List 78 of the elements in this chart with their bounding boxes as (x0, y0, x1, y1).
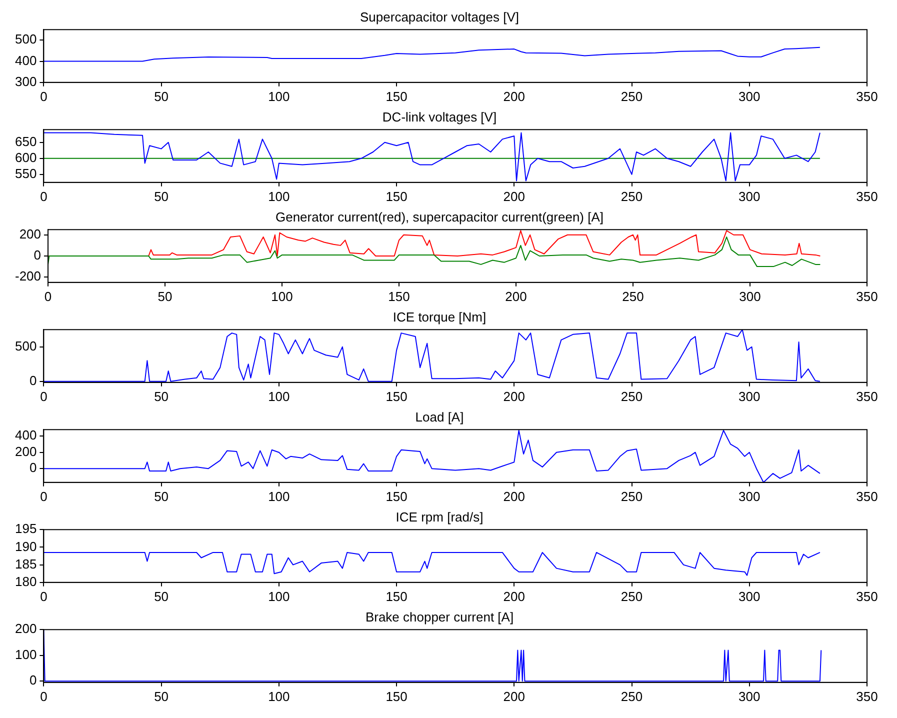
y-tick-label: 0 (34, 248, 42, 263)
x-tick-label: 250 (622, 288, 644, 304)
y-tick-label: 200 (19, 226, 42, 242)
x-tick-label: 350 (856, 388, 878, 404)
x-tick-label: 50 (154, 488, 169, 504)
y-tick-label: 185 (14, 556, 37, 572)
y-tick-label: 0 (29, 460, 37, 476)
x-tick-label: 100 (268, 388, 290, 404)
x-tick-label: 150 (388, 288, 410, 304)
x-tick-label: 50 (154, 188, 169, 204)
x-tick-label: 250 (620, 88, 643, 104)
y-tick-label: 300 (14, 74, 37, 89)
x-tick-label: 100 (268, 488, 290, 504)
x-tick-label: 300 (738, 588, 760, 604)
x-tick-label: 350 (856, 188, 878, 204)
x-tick-label: 100 (268, 88, 290, 104)
y-tick-label: 180 (14, 574, 37, 589)
x-tick-label: 200 (503, 188, 526, 204)
y-tick-label: 0 (29, 672, 37, 688)
x-tick-label: 100 (271, 288, 293, 304)
y-tick-label: 550 (14, 166, 37, 181)
x-tick-label: 200 (503, 388, 526, 404)
y-tick-label: -200 (14, 268, 42, 284)
x-tick-label: 150 (386, 588, 408, 604)
chart-title: DC-link voltages [V] (382, 109, 497, 124)
x-tick-label: 100 (268, 588, 290, 604)
x-tick-label: 200 (503, 588, 526, 604)
x-tick-label: 300 (738, 188, 760, 204)
y-tick-label: 600 (14, 150, 37, 165)
x-tick-label: 100 (268, 688, 290, 704)
chart-title: Supercapacitor voltages [V] (360, 9, 519, 24)
y-tick-label: 400 (14, 428, 37, 443)
x-tick-label: 200 (503, 88, 526, 104)
x-tick-label: 150 (386, 88, 408, 104)
x-tick-label: 350 (856, 88, 878, 104)
x-tick-label: 150 (386, 188, 408, 204)
x-tick-label: 0 (44, 288, 52, 304)
x-tick-label: 200 (505, 288, 527, 304)
x-tick-label: 300 (738, 688, 760, 704)
x-tick-label: 300 (738, 88, 760, 104)
y-tick-label: 500 (14, 338, 37, 354)
x-tick-label: 200 (503, 488, 526, 504)
y-tick-label: 200 (14, 444, 37, 459)
x-tick-label: 50 (154, 688, 169, 704)
chart-title: Generator current(red), supercapacitor current(green) [A] (275, 209, 604, 224)
y-tick-label: 195 (14, 521, 37, 536)
x-tick-label: 250 (620, 688, 643, 704)
x-tick-label: 350 (856, 288, 878, 304)
x-tick-label: 300 (738, 488, 760, 504)
x-tick-label: 50 (154, 588, 169, 604)
x-tick-label: 200 (503, 688, 526, 704)
y-tick-label: 100 (14, 646, 37, 662)
x-tick-label: 250 (620, 188, 643, 204)
y-tick-label: 500 (14, 32, 37, 47)
x-tick-label: 250 (620, 488, 643, 504)
chart-title: ICE rpm [rad/s] (396, 509, 484, 524)
chart-title: Load [A] (415, 409, 464, 424)
x-tick-label: 300 (739, 288, 761, 304)
x-tick-label: 50 (158, 288, 172, 304)
x-tick-label: 250 (620, 388, 643, 404)
x-tick-label: 150 (386, 388, 408, 404)
x-tick-label: 50 (154, 88, 169, 104)
x-tick-label: 50 (154, 388, 169, 404)
y-tick-label: 0 (29, 372, 37, 388)
y-tick-label: 200 (14, 621, 37, 636)
x-tick-label: 150 (386, 488, 408, 504)
x-tick-label: 350 (856, 588, 878, 604)
x-tick-label: 350 (856, 488, 878, 504)
y-tick-label: 650 (14, 134, 37, 149)
y-tick-label: 190 (14, 538, 37, 554)
x-tick-label: 100 (268, 188, 290, 204)
chart-title: Brake chopper current [A] (365, 609, 514, 624)
x-tick-label: 300 (738, 388, 760, 404)
x-tick-label: 150 (386, 688, 408, 704)
x-tick-label: 250 (620, 588, 643, 604)
chart-title: ICE torque [Nm] (392, 309, 486, 324)
y-tick-label: 400 (14, 52, 37, 68)
x-tick-label: 350 (856, 688, 878, 704)
